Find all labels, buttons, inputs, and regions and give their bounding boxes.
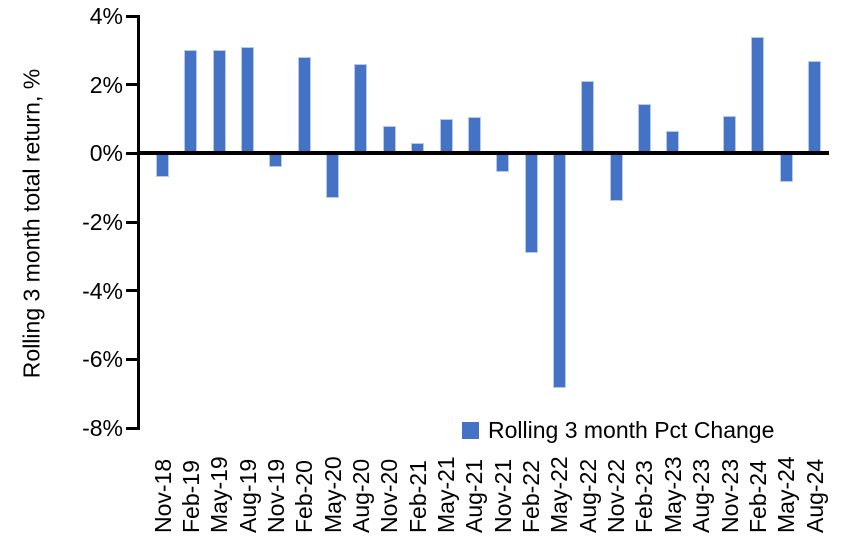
x-tick-label: Feb-22 bbox=[518, 460, 545, 533]
bar-Feb-23 bbox=[637, 103, 651, 154]
bar-May-19 bbox=[212, 50, 226, 154]
y-tick-mark bbox=[126, 220, 140, 224]
bar-Nov-23 bbox=[723, 115, 736, 154]
legend-color-swatch-icon bbox=[462, 422, 479, 439]
x-tick-label: Feb-23 bbox=[631, 460, 658, 533]
y-tick-label: 4% bbox=[89, 3, 123, 29]
x-tick-label: Nov-19 bbox=[262, 458, 289, 533]
x-tick-label: Feb-21 bbox=[404, 460, 431, 533]
bar-Aug-22 bbox=[581, 81, 595, 154]
x-tick-label: Aug-20 bbox=[347, 458, 374, 533]
bar-May-22 bbox=[552, 153, 566, 389]
bar-Nov-18 bbox=[156, 153, 169, 178]
zero-line-x-axis bbox=[137, 151, 829, 156]
x-tick-label: Feb-19 bbox=[177, 460, 204, 533]
legend: Rolling 3 month Pct Change bbox=[462, 417, 774, 444]
y-tick-label: -4% bbox=[82, 277, 123, 304]
bar-Aug-19 bbox=[241, 46, 255, 153]
bar-Feb-20 bbox=[297, 57, 311, 154]
bar-Nov-20 bbox=[382, 125, 396, 153]
x-tick-label: May-22 bbox=[546, 456, 573, 533]
bar-Feb-22 bbox=[524, 153, 538, 254]
plot-area: Rolling 3 month Pct Change bbox=[126, 14, 829, 443]
y-tick-mark bbox=[126, 289, 140, 293]
y-tick-label: 0% bbox=[89, 140, 123, 167]
x-tick-label: Feb-20 bbox=[291, 460, 318, 533]
bar-Aug-24 bbox=[808, 60, 822, 154]
y-tick-mark bbox=[126, 14, 140, 18]
x-tick-label: May-21 bbox=[433, 456, 459, 533]
x-tick-label: May-19 bbox=[206, 456, 233, 533]
y-tick-mark bbox=[126, 83, 140, 87]
x-tick-label: Aug-19 bbox=[234, 458, 261, 533]
bar-May-23 bbox=[666, 131, 680, 154]
x-tick-label: Nov-21 bbox=[489, 458, 516, 533]
y-tick-label: -2% bbox=[82, 209, 123, 235]
bar-Feb-19 bbox=[184, 50, 198, 154]
x-tick-label: Nov-20 bbox=[376, 458, 403, 533]
bar-Nov-21 bbox=[496, 153, 510, 173]
bar-Nov-19 bbox=[269, 153, 283, 168]
y-tick-label: -8% bbox=[82, 415, 123, 441]
y-tick-label: 2% bbox=[89, 71, 123, 98]
bar-May-21 bbox=[439, 119, 453, 153]
x-tick-label: May-20 bbox=[319, 456, 346, 533]
legend-label: Rolling 3 month Pct Change bbox=[488, 417, 775, 443]
bar-Aug-21 bbox=[467, 117, 481, 154]
bar-May-24 bbox=[779, 153, 793, 183]
x-tick-label: Aug-24 bbox=[801, 458, 828, 533]
y-tick-mark bbox=[126, 426, 140, 430]
y-tick-label: -6% bbox=[82, 346, 123, 373]
x-tick-label: Aug-23 bbox=[688, 458, 715, 533]
x-tick-label: Nov-18 bbox=[149, 458, 176, 533]
y-tick-mark bbox=[126, 357, 140, 361]
bar-Aug-20 bbox=[354, 64, 368, 154]
x-tick-label: May-24 bbox=[773, 456, 800, 533]
x-tick-label: Nov-22 bbox=[603, 458, 630, 533]
bar-Nov-22 bbox=[609, 153, 623, 202]
x-tick-label: Aug-22 bbox=[574, 458, 601, 533]
x-tick-label: Aug-21 bbox=[461, 458, 488, 533]
bar-May-20 bbox=[326, 153, 340, 199]
bar-Feb-24 bbox=[751, 36, 765, 154]
y-tick-mark bbox=[126, 151, 140, 155]
x-tick-label: May-23 bbox=[659, 456, 686, 533]
x-tick-label: Feb-24 bbox=[744, 460, 771, 533]
x-tick-label: Nov-23 bbox=[716, 458, 743, 533]
